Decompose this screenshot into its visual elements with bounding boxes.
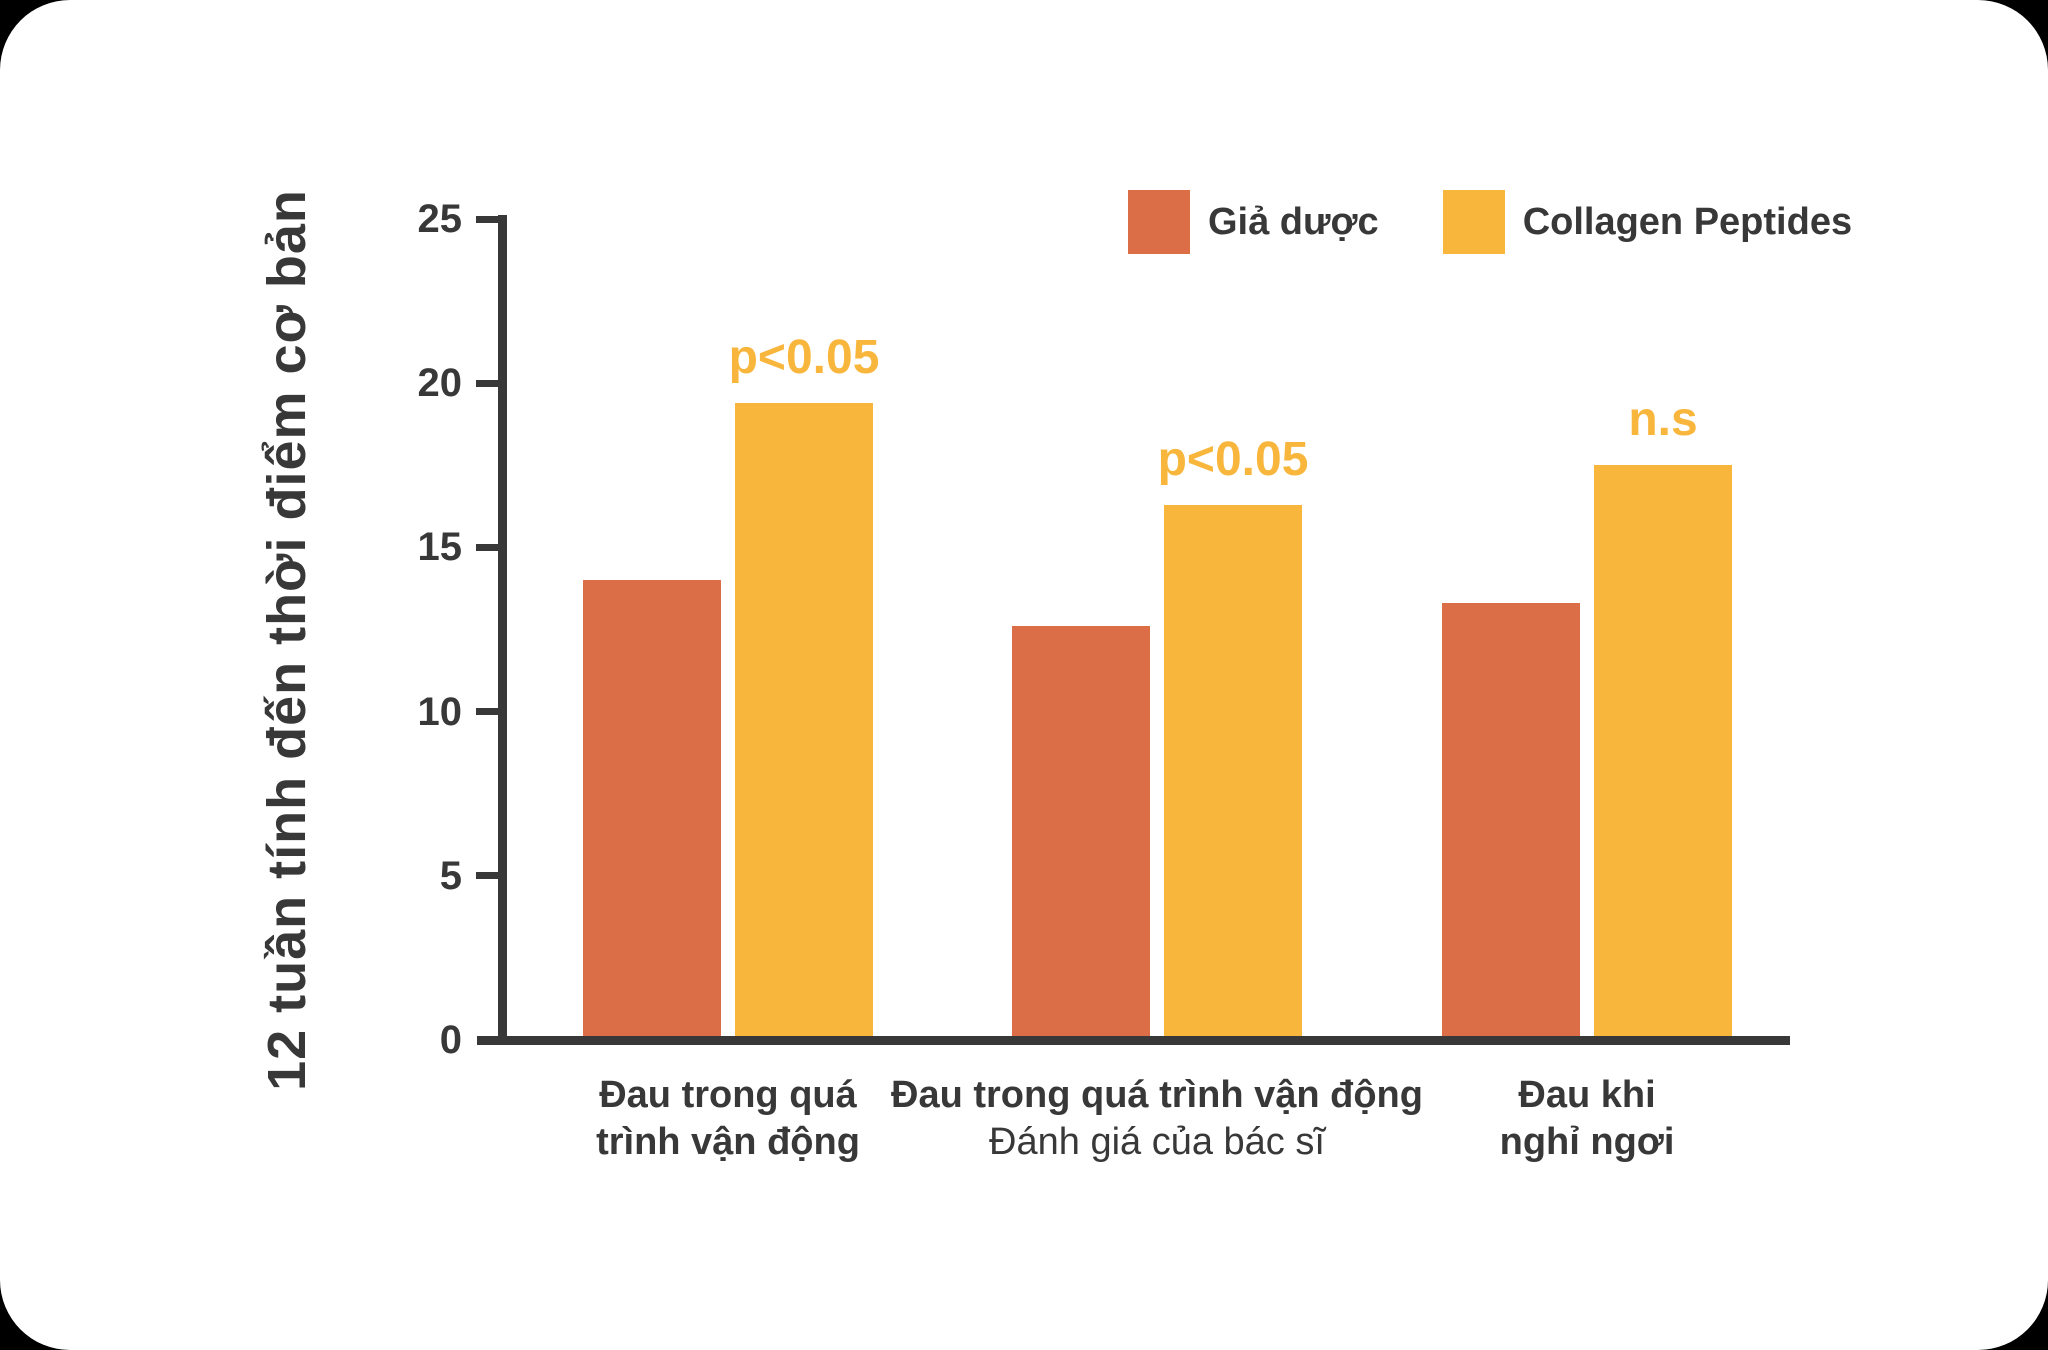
annotation-group1: p<0.05: [728, 330, 880, 384]
y-tick-mark-25: [476, 215, 498, 223]
y-tick-mark-15: [476, 543, 498, 551]
bar-collagen-group3: [1594, 465, 1732, 1040]
legend-label-placebo: Giả dược: [1208, 200, 1379, 243]
x-axis-label-line: nghỉ ngơi: [1499, 1121, 1675, 1163]
x-axis-label-line: Đau khi: [1518, 1074, 1656, 1116]
x-axis-label-line: Đau trong quá trình vận động: [891, 1074, 1423, 1116]
y-tick-label-20: 20: [417, 361, 463, 406]
y-tick-label-10: 10: [417, 689, 463, 734]
legend-swatch-placebo: [1128, 190, 1190, 254]
y-tick-mark-10: [476, 708, 498, 716]
x-axis-label-group1: Đau trong quá trình vận động: [418, 1072, 1038, 1166]
x-axis-label-line: Đánh giá của bác sĩ: [989, 1121, 1325, 1163]
y-axis-title: 12 tuần tính đến thời điểm cơ bản: [257, 189, 317, 1091]
legend-swatch-collagen: [1442, 190, 1505, 254]
legend-label-collagen: Collagen Peptides: [1522, 200, 1853, 243]
x-axis-label-line: trình vận động: [596, 1121, 860, 1163]
y-tick-label-5: 5: [439, 853, 462, 898]
y-axis-line: [498, 215, 507, 1045]
annotation-group2: p<0.05: [1157, 432, 1309, 486]
x-axis-label-group3: Đau khi nghỉ ngơi: [1277, 1072, 1897, 1166]
bar-placebo-group1: [583, 580, 721, 1040]
x-axis-label-group2: Đau trong quá trình vận động Đánh giá của…: [847, 1072, 1467, 1166]
annotation-group3: n.s: [1628, 393, 1698, 447]
bar-collagen-group1: [735, 402, 873, 1040]
y-tick-label-0: 0: [439, 1018, 462, 1062]
y-tick-mark-20: [476, 379, 498, 387]
y-tick-mark-5: [476, 872, 498, 880]
x-axis-label-line: Đau trong quá: [599, 1074, 857, 1116]
y-tick-label-15: 15: [417, 525, 463, 570]
bar-collagen-group2: [1164, 504, 1302, 1040]
legend: Giả dược Collagen Peptides: [1128, 190, 1852, 254]
bar-placebo-group2: [1012, 626, 1150, 1040]
y-tick-label-25: 25: [417, 197, 463, 241]
x-axis-baseline: [477, 1036, 1790, 1045]
bar-placebo-group3: [1442, 603, 1580, 1040]
